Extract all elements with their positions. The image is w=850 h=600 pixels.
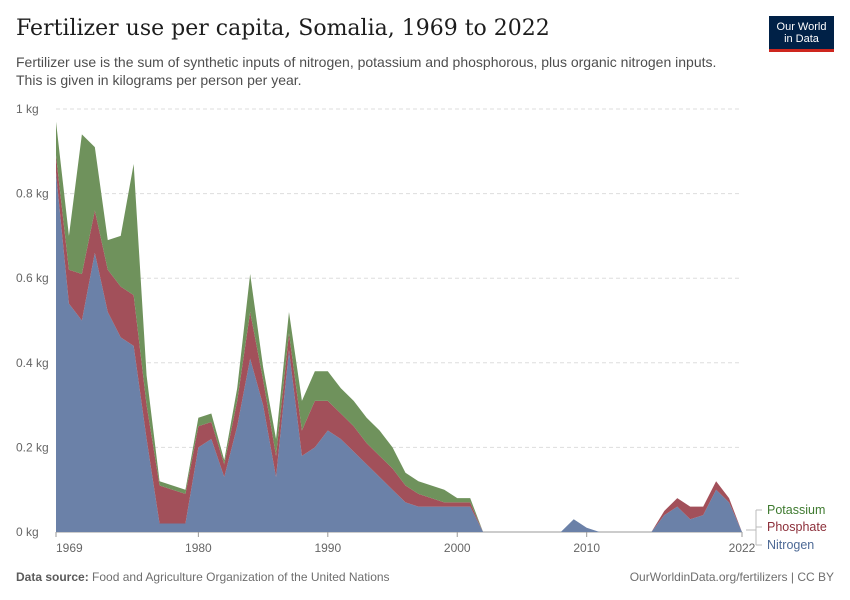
stacked-area-chart: 0 kg 0.2 kg 0.4 kg 0.6 kg 0.8 kg 1 kg 1969 198…: [16, 102, 827, 555]
x-tick-label: 1969: [56, 541, 83, 555]
logo-line-2: in Data: [784, 33, 819, 45]
chart-title: Fertilizer use per capita, Somalia, 1969…: [16, 16, 550, 41]
owid-logo[interactable]: Our World in Data: [769, 16, 834, 52]
y-tick-label: 0.4 kg: [16, 356, 49, 370]
legend-item-phosphate[interactable]: Phosphate: [767, 520, 827, 534]
chart-subtitle: Fertilizer use is the sum of synthetic i…: [16, 54, 717, 88]
y-tick-label: 1 kg: [16, 102, 39, 116]
legend-item-potassium[interactable]: Potassium: [767, 503, 825, 517]
y-axis: 0 kg 0.2 kg 0.4 kg 0.6 kg 0.8 kg 1 kg: [16, 102, 49, 539]
y-tick-label: 0.2 kg: [16, 440, 49, 454]
x-axis: 1969 1980 1990 2000 2010 2022: [55, 532, 756, 555]
chart-areas: [56, 121, 742, 532]
data-source-label: Data source:: [16, 570, 89, 584]
x-tick-label: 2010: [573, 541, 600, 555]
legend-item-nitrogen[interactable]: Nitrogen: [767, 538, 814, 552]
y-tick-label: 0 kg: [16, 525, 39, 539]
x-tick-label: 1980: [185, 541, 212, 555]
data-source: Data source: Food and Agriculture Organi…: [16, 570, 390, 584]
x-tick-label: 2000: [444, 541, 471, 555]
source-url[interactable]: OurWorldinData.org/fertilizers | CC BY: [629, 570, 834, 584]
area-nitrogen[interactable]: [56, 172, 742, 532]
legend: Potassium Phosphate Nitrogen: [746, 503, 827, 552]
x-tick-label: 2022: [729, 541, 756, 555]
x-tick-label: 1990: [314, 541, 341, 555]
y-tick-label: 0.6 kg: [16, 271, 49, 285]
area-potassium[interactable]: [56, 121, 742, 532]
legend-connector: [746, 509, 762, 546]
logo-line-1: Our World: [776, 21, 827, 33]
data-source-text: Food and Agriculture Organization of the…: [92, 570, 390, 584]
y-tick-label: 0.8 kg: [16, 187, 49, 201]
